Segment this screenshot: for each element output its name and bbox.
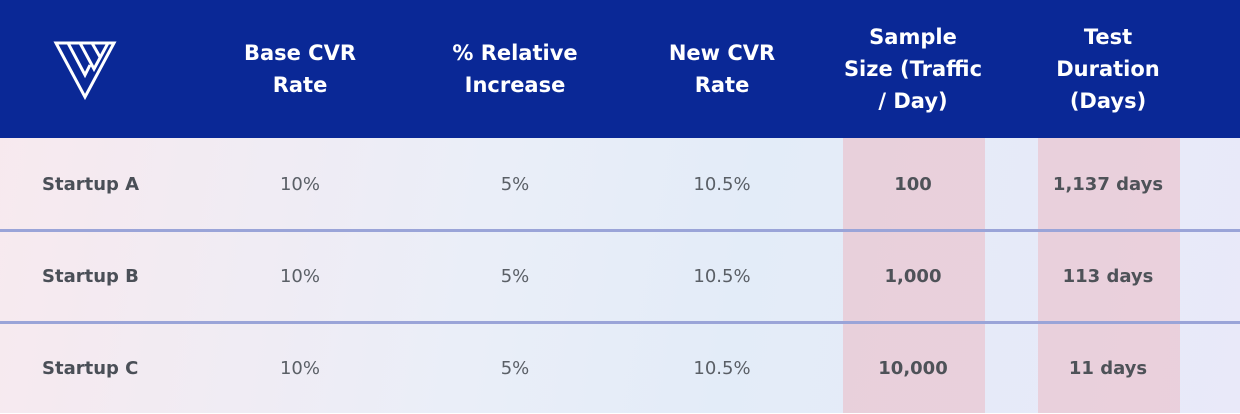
table-cell: 10.5% [693,357,751,379]
column-header: Test Duration (Days) [1023,0,1193,138]
column-highlight [1038,138,1180,413]
header-line: Base CVR [243,41,357,65]
logo [53,41,117,101]
table-cell: 5% [500,173,530,195]
table-cell: 10% [279,357,320,379]
table-cell: 113 days [1062,265,1154,287]
table-cell: 1,000 [884,265,942,287]
header-line: Sample [869,25,957,49]
header-line: / Day) [878,89,948,113]
header-line: New CVR [668,41,776,65]
table-cell: 10.5% [693,173,751,195]
table-cell: 5% [500,265,530,287]
header-line: (Days) [1069,89,1147,113]
header-line: Size (Traffic [843,57,983,81]
header-line: % Relative [452,41,578,65]
table-cell: 5% [500,357,530,379]
table-cell: 10,000 [878,357,948,379]
header-line: Test [1083,25,1133,49]
table-cell: 1,137 days [1052,173,1164,195]
table-cell: 10% [279,173,320,195]
row-divider [0,229,1240,232]
row-label: Startup C [42,357,139,379]
column-header: Sample Size (Traffic / Day) [828,0,998,138]
column-highlight [843,138,985,413]
table-cell: 11 days [1068,357,1148,379]
row-divider [0,321,1240,324]
table-cell: 10% [279,265,320,287]
header-line: Duration [1056,57,1160,81]
header-line: Increase [464,73,566,97]
column-header: % Relative Increase [430,0,600,138]
header-bar: Base CVR Rate % Relative Increase New CVR Rat… [0,0,1240,138]
table-cell: 100 [894,173,932,195]
row-label: Startup A [42,173,140,195]
header-line: Rate [272,73,328,97]
column-header: Base CVR Rate [215,0,385,138]
row-label: Startup B [42,265,139,287]
header-line: Rate [694,73,750,97]
table-cell: 10.5% [693,265,751,287]
column-header: New CVR Rate [637,0,807,138]
